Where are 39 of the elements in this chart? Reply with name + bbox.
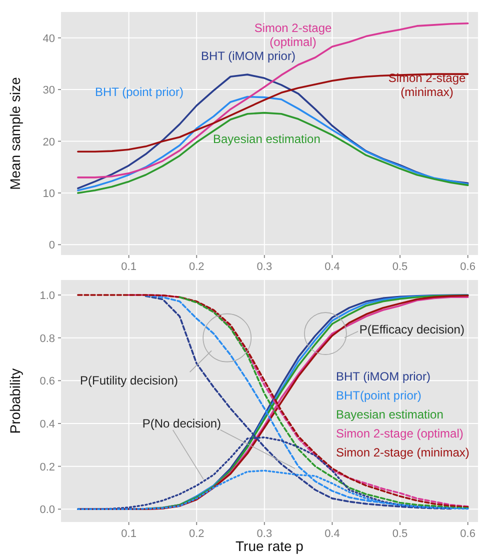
- y-tick-label: 0.0: [40, 504, 55, 516]
- x-tick-label: 0.2: [188, 261, 204, 273]
- x-tick-label: 0.4: [324, 528, 340, 540]
- text: Simon 2-stage (minimax): [336, 446, 470, 460]
- y-tick-label: 0.8: [40, 332, 55, 345]
- text: Simon 2-stage (optimal): [336, 426, 464, 441]
- x-tick-label: 0.6: [460, 261, 476, 273]
- y-tick-label: 40: [42, 32, 55, 45]
- series-label: BHT (iMOM prior): [201, 49, 296, 63]
- text: BHT (iMOM prior): [336, 370, 430, 384]
- y-tick-label: 0.2: [40, 461, 55, 474]
- series-label: Bayesian estimation: [213, 132, 320, 146]
- x-tick-label: 0.4: [324, 261, 340, 273]
- text: Bayesian estimation: [336, 408, 444, 422]
- x-tick-label: 0.5: [392, 261, 408, 273]
- y-tick-label: 10: [42, 188, 55, 200]
- y-tick-label: 0: [48, 240, 55, 252]
- y-tick-label: 20: [42, 136, 55, 148]
- x-tick-label: 0.6: [460, 528, 476, 540]
- y-tick-label: 0.6: [40, 376, 55, 388]
- y-tick-label: 0.4: [40, 418, 55, 430]
- text: BHT (point prior): [95, 85, 184, 99]
- y-axis-title: Probability: [7, 368, 23, 434]
- x-tick-label: 0.1: [121, 261, 136, 273]
- annotation: P(No decision): [142, 416, 222, 430]
- x-tick-label: 0.1: [121, 528, 136, 540]
- x-tick-label: 0.3: [256, 528, 272, 540]
- series-label: Simon 2-stage (optimal): [254, 21, 332, 49]
- x-tick-label: 0.5: [392, 528, 408, 540]
- y-axis-title: Mean sample size: [7, 76, 23, 190]
- y-tick-label: 30: [42, 84, 55, 97]
- x-tick-label: 0.2: [188, 528, 204, 540]
- y-tick-label: 1.0: [40, 290, 55, 302]
- series-label: Simon 2-stage (minimax): [388, 71, 466, 99]
- x-axis-title: True rate p: [236, 538, 304, 554]
- annotation: P(Futility decision): [80, 374, 178, 388]
- x-tick-label: 0.3: [256, 261, 272, 273]
- annotation: P(Efficacy decision): [359, 322, 464, 336]
- text: BHT(point prior): [336, 388, 422, 403]
